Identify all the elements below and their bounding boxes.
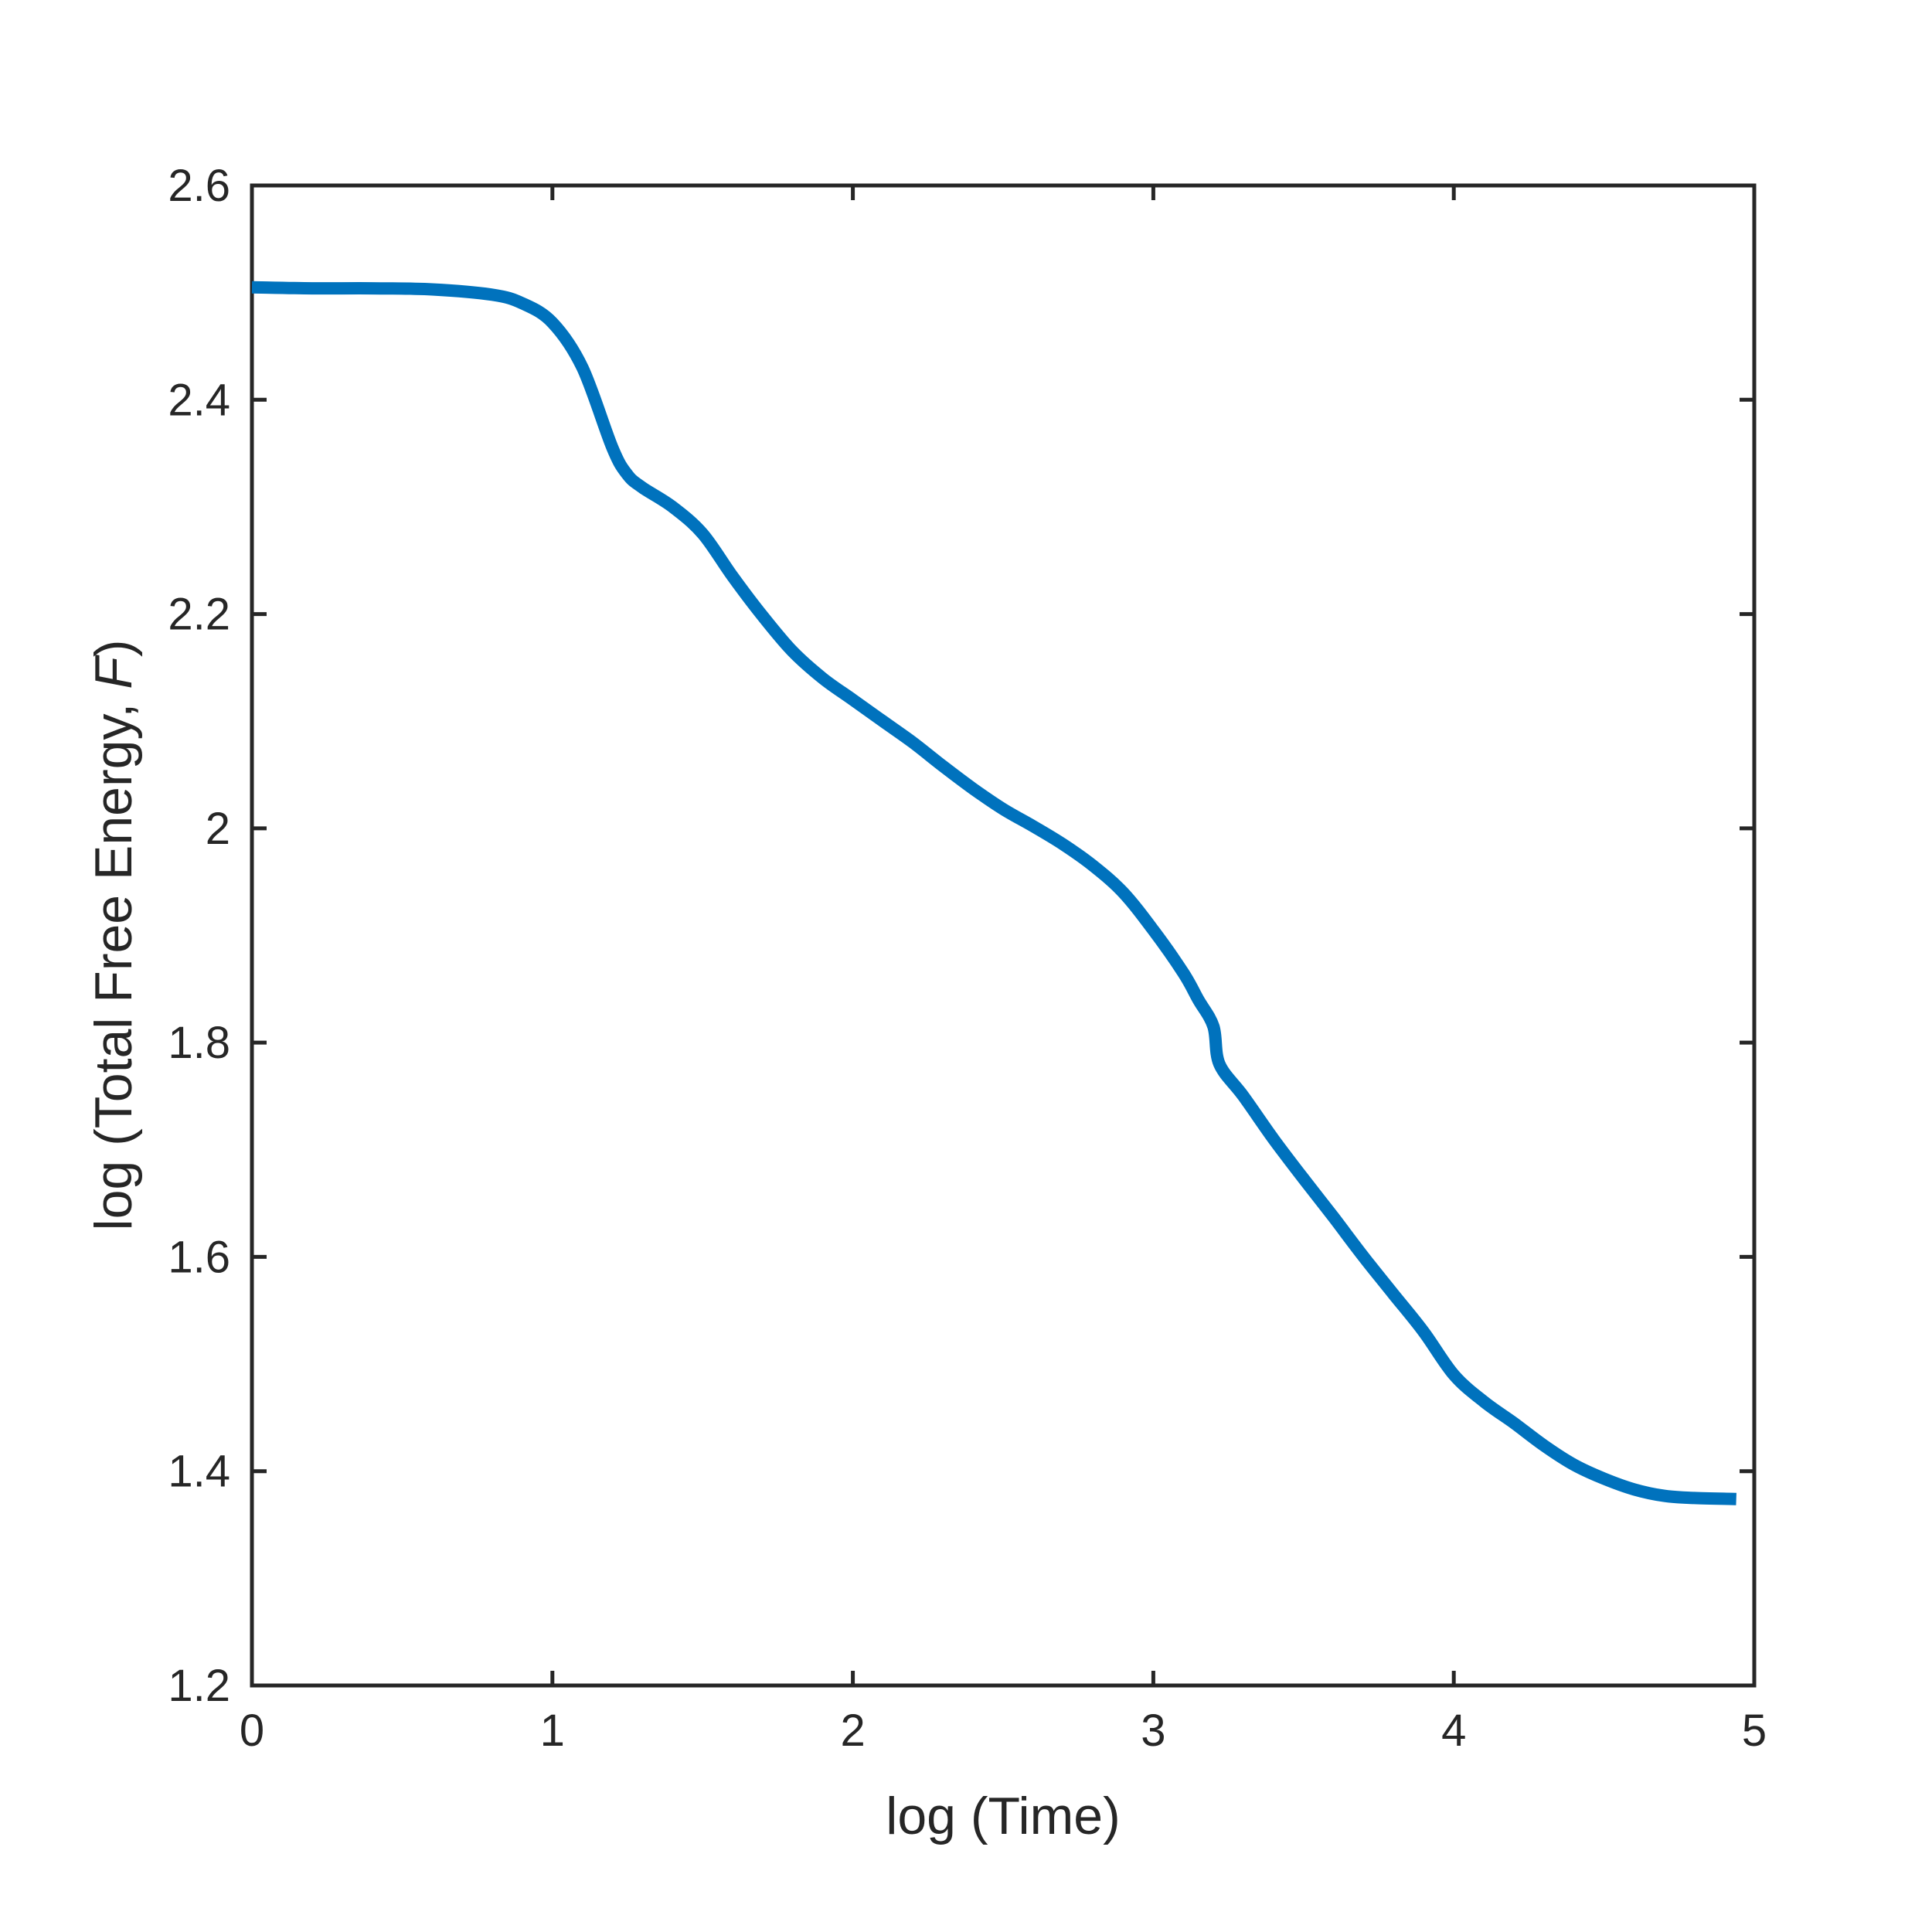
plot-frame xyxy=(250,183,1757,1688)
x-tick-label: 4 xyxy=(1441,1706,1466,1756)
axis-ticks xyxy=(250,183,1757,1688)
x-tick-label: 3 xyxy=(1141,1706,1165,1756)
y-tick-label: 1.4 xyxy=(168,1447,230,1497)
y-axis-label-suffix: ) xyxy=(84,639,143,657)
y-tick-labels: 1.2 1.4 1.6 1.8 2 2.2 2.4 2.6 xyxy=(168,161,230,1711)
x-tick-labels: 0 1 2 3 4 5 xyxy=(240,1706,1767,1756)
y-axis-label: log (Total Free Energy, F) xyxy=(84,639,143,1230)
x-tick-label: 2 xyxy=(840,1706,865,1756)
x-axis-label: log (Time) xyxy=(886,1787,1121,1845)
y-tick-label: 2 xyxy=(206,804,230,854)
y-tick-label: 2.4 xyxy=(168,375,230,425)
x-tick-label: 1 xyxy=(540,1706,565,1756)
series-line xyxy=(251,281,1736,1505)
y-axis-label-symbol: F xyxy=(84,655,143,689)
y-tick-label: 1.8 xyxy=(168,1018,230,1068)
y-tick-label: 2.2 xyxy=(168,590,230,640)
x-tick-label: 5 xyxy=(1742,1706,1767,1756)
x-tick-label: 0 xyxy=(240,1706,264,1756)
y-tick-label: 1.2 xyxy=(168,1661,230,1711)
y-tick-label: 1.6 xyxy=(168,1232,230,1282)
plot-area xyxy=(250,183,1757,1688)
series-layer xyxy=(251,281,1736,1505)
y-axis-label-prefix: log (Total Free Energy, xyxy=(84,703,143,1231)
y-tick-label: 2.6 xyxy=(168,161,230,211)
